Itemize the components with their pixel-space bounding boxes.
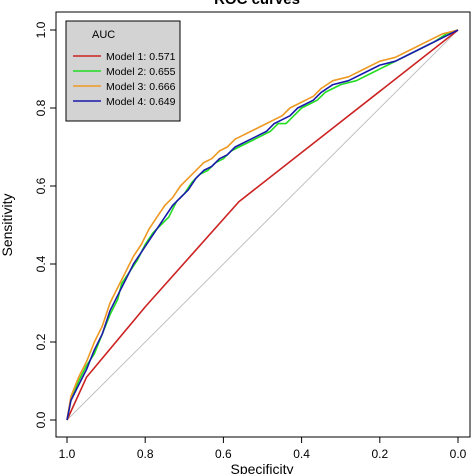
x-axis: 1.0 0.8 0.6 0.4 0.2 0.0 (59, 437, 467, 461)
y-tick-label: 0.2 (34, 333, 48, 350)
series-line-model-4 (66, 29, 459, 421)
y-tick-label: 1.0 (34, 21, 48, 38)
legend: AUC Model 1: 0.571 Model 2: 0.655 Model 3: … (65, 20, 181, 122)
chart-title: ROC curves (214, 0, 300, 8)
legend-label-model-1: Model 1: 0.571 (106, 51, 176, 63)
series-line-model-3 (66, 29, 459, 421)
plot-area (55, 11, 471, 438)
legend-title: AUC (92, 29, 115, 41)
y-axis: 0.0 0.2 0.4 0.6 0.8 1.0 (34, 21, 56, 428)
plot-frame (55, 11, 471, 438)
x-axis-label: Specificity (230, 461, 293, 474)
x-tick-label: 0.8 (137, 447, 154, 461)
y-tick-label: 0.6 (34, 177, 48, 194)
legend-label-model-2: Model 2: 0.655 (106, 66, 176, 78)
x-tick-label: 1.0 (59, 447, 76, 461)
x-tick-label: 0.2 (371, 447, 388, 461)
x-tick-label: 0.4 (293, 447, 310, 461)
y-tick-label: 0.8 (34, 99, 48, 116)
reference-diagonal (66, 29, 459, 421)
x-tick-label: 0.0 (450, 447, 467, 461)
y-tick-label: 0.0 (34, 411, 48, 428)
y-tick-label: 0.4 (34, 255, 48, 272)
legend-label-model-3: Model 3: 0.666 (106, 81, 176, 93)
x-tick-label: 0.6 (215, 447, 232, 461)
series-line-model-1 (66, 29, 459, 421)
legend-label-model-4: Model 4: 0.649 (106, 96, 176, 108)
y-axis-label: Sensitivity (0, 193, 15, 256)
